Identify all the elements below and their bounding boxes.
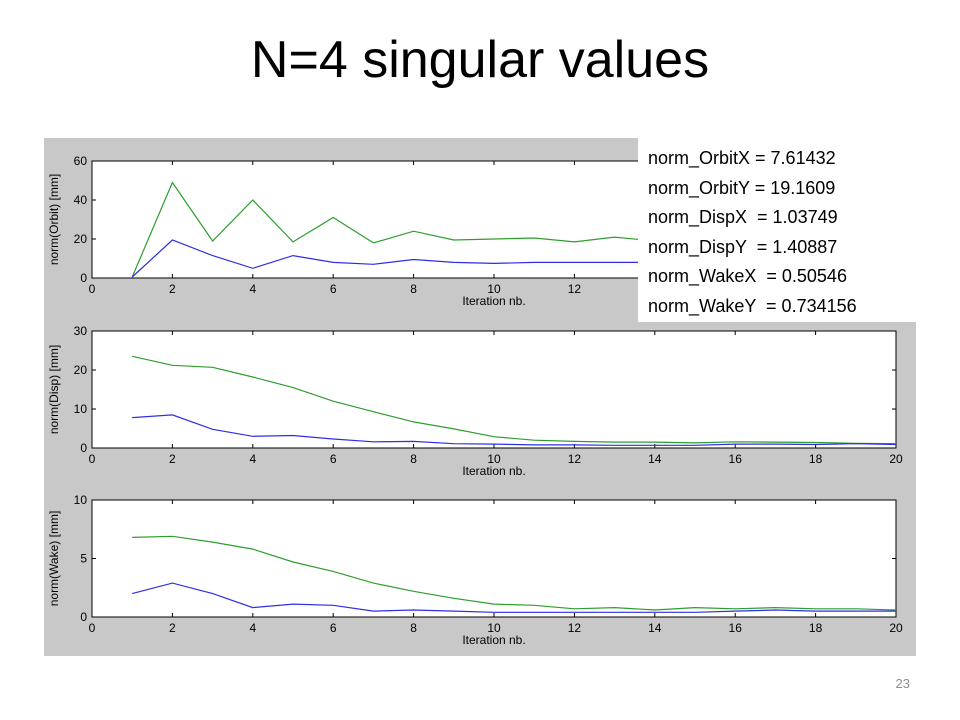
y-tick-label: 40 [74, 193, 88, 207]
y-tick-label: 10 [74, 402, 88, 416]
x-axis-label: Iteration nb. [462, 633, 525, 647]
x-tick-label: 2 [169, 621, 176, 635]
x-tick-label: 0 [89, 621, 96, 635]
series-line-blue [132, 582, 896, 613]
x-tick-label: 20 [889, 452, 903, 466]
x-tick-label: 4 [249, 621, 256, 635]
x-tick-label: 16 [729, 621, 743, 635]
x-tick-label: 8 [410, 282, 417, 296]
y-axis-label: norm(Wake) [mm] [47, 511, 61, 607]
y-tick-label: 20 [74, 363, 88, 377]
norm-orbit-y: norm_OrbitY = 19.1609 [648, 177, 836, 198]
norm-wake-x: norm_WakeX = 0.50546 [648, 266, 847, 286]
x-tick-label: 10 [487, 621, 501, 635]
x-tick-label: 10 [487, 452, 501, 466]
y-tick-label: 30 [74, 324, 88, 338]
x-tick-label: 12 [568, 282, 582, 296]
x-tick-label: 16 [729, 452, 743, 466]
x-tick-label: 14 [648, 621, 662, 635]
page-number: 23 [895, 676, 910, 691]
series-line-blue [131, 239, 655, 278]
plot-area [91, 499, 897, 618]
y-tick-label: 0 [80, 610, 87, 624]
x-tick-label: 0 [89, 452, 96, 466]
norms-legend-box: norm_OrbitX = 7.61432 norm_OrbitY = 19.1… [638, 138, 916, 322]
y-tick-label: 20 [74, 232, 88, 246]
norm-disp-x: norm_DispX = 1.03749 [648, 207, 838, 227]
x-tick-label: 6 [330, 452, 337, 466]
y-tick-label: 0 [80, 271, 87, 285]
x-tick-label: 18 [809, 452, 823, 466]
x-tick-label: 0 [89, 282, 96, 296]
x-axis-label: Iteration nb. [462, 464, 525, 478]
y-tick-label: 5 [80, 552, 87, 566]
x-tick-label: 6 [330, 621, 337, 635]
y-tick-label: 10 [74, 493, 88, 507]
x-tick-label: 10 [487, 282, 501, 296]
x-axis-label: Iteration nb. [462, 294, 525, 308]
slide-title: N=4 singular values [250, 31, 710, 89]
x-tick-label: 12 [568, 621, 582, 635]
y-tick-label: 0 [80, 441, 87, 455]
series-line-green [131, 181, 655, 278]
x-tick-label: 8 [410, 621, 417, 635]
x-tick-label: 8 [410, 452, 417, 466]
plot-area [91, 330, 897, 449]
x-tick-label: 4 [249, 452, 256, 466]
x-tick-label: 6 [330, 282, 337, 296]
chart-2: 0 2 4 6 8 10 12 14 16 18 20 0 10 20 30 Iteration nb. nor… [47, 324, 903, 478]
x-tick-label: 20 [889, 621, 903, 635]
norm-wake-y: norm_WakeY = 0.734156 [648, 295, 857, 316]
x-tick-label: 2 [169, 282, 176, 296]
y-tick-label: 60 [74, 154, 88, 168]
x-tick-label: 14 [648, 452, 662, 466]
series-line-blue [132, 414, 897, 446]
x-tick-label: 4 [249, 282, 256, 296]
norm-disp-y: norm_DispY = 1.40887 [648, 236, 838, 257]
series-line-green [132, 535, 897, 611]
norm-orbit-x: norm_OrbitX = 7.61432 [648, 148, 836, 168]
y-axis-label: norm(Orbit) [mm] [47, 174, 61, 265]
x-tick-label: 12 [568, 452, 582, 466]
y-axis-label: norm(Disp) [mm] [47, 345, 61, 434]
x-tick-label: 2 [169, 452, 176, 466]
x-tick-label: 18 [809, 621, 823, 635]
series-line-green [132, 355, 897, 445]
